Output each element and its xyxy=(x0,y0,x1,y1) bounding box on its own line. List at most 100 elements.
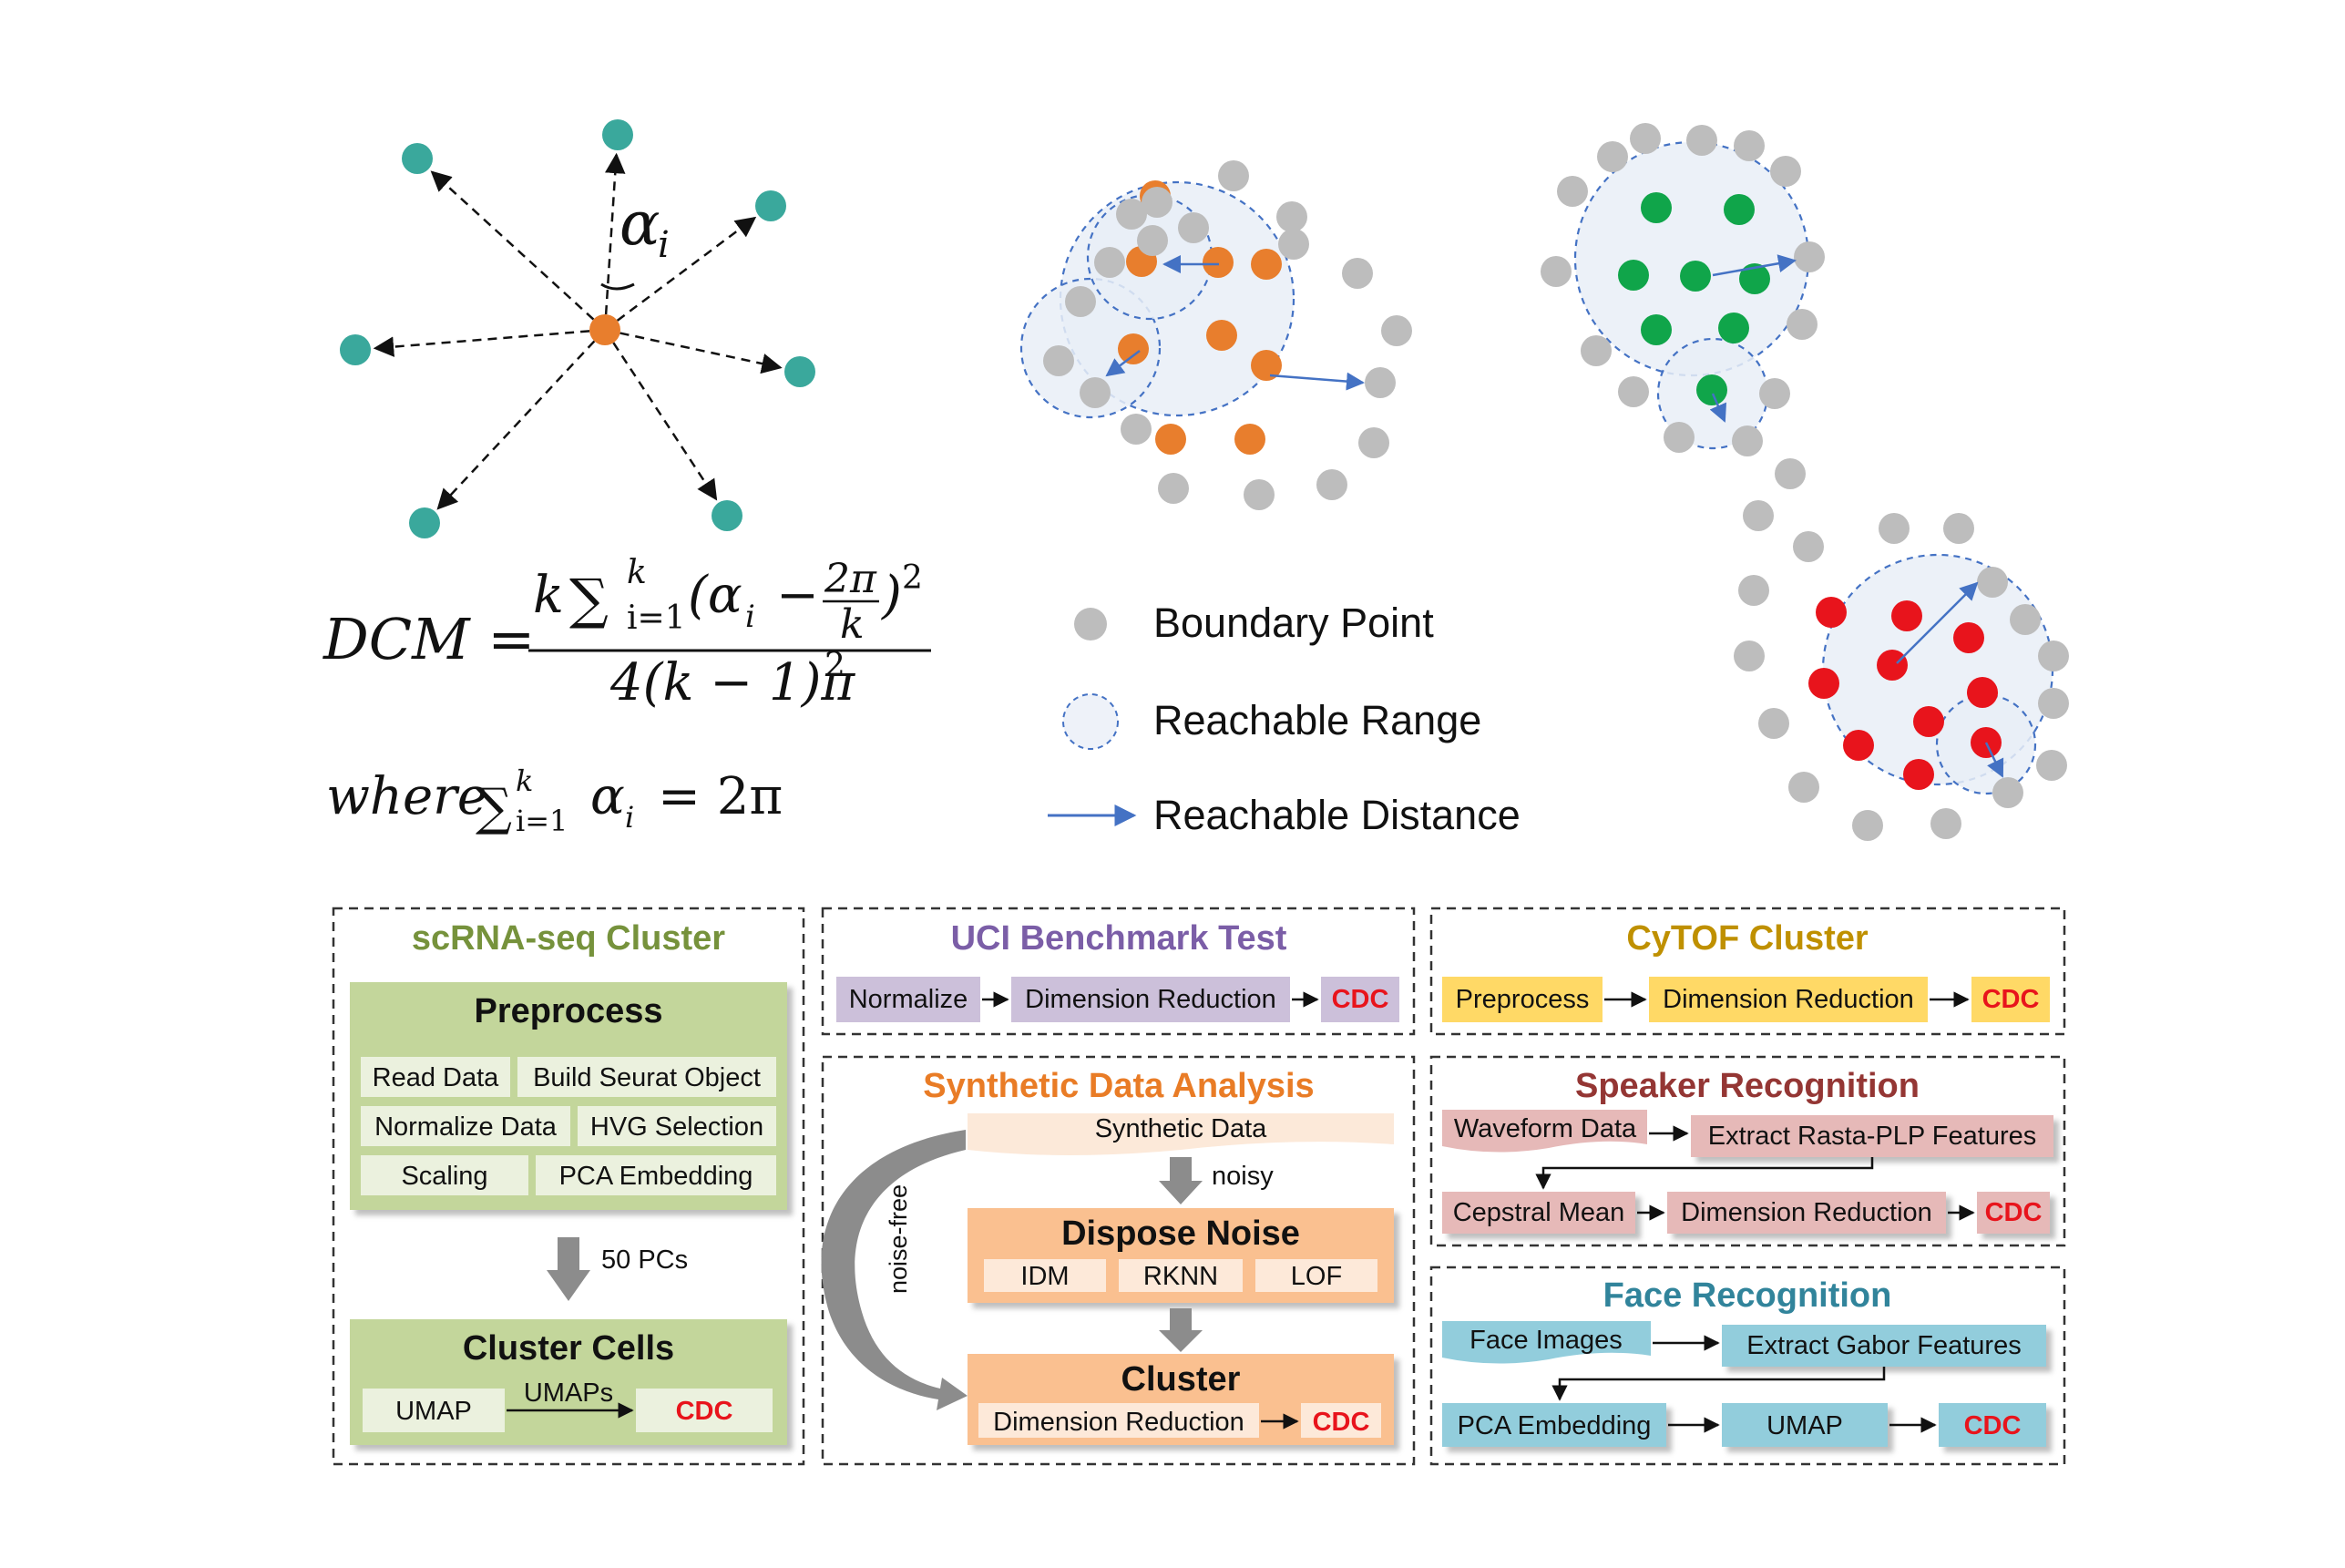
face-cdc-label: CDC xyxy=(1964,1411,2022,1440)
item-read-data xyxy=(361,1057,510,1097)
formula-sum-sup: k xyxy=(627,554,647,591)
orange-boundary-point-17 xyxy=(1276,201,1307,232)
star-neighbor-point-3 xyxy=(784,356,815,387)
where-alpha: α xyxy=(590,767,625,826)
red-point-7 xyxy=(1843,730,1874,761)
noisy-down-arrow xyxy=(1159,1157,1203,1204)
method-rknn-label: RKNN xyxy=(1143,1262,1218,1291)
orange-point-2 xyxy=(1203,247,1234,278)
cdc-label-scrna: CDC xyxy=(676,1397,733,1426)
where-rhs: = 2π xyxy=(658,767,783,826)
green-reach-arrow-1 xyxy=(1712,254,1797,277)
orange-point-5 xyxy=(1206,320,1237,351)
synthetic-data-shape xyxy=(968,1113,1394,1155)
orange-point-7 xyxy=(1155,424,1186,455)
cytof-dimred-label: Dimension Reduction xyxy=(1663,985,1914,1014)
item-hvg-selection-label: HVG Selection xyxy=(590,1112,763,1142)
dcm-formula: DCM = k ∑ k i=1 (α i − 2π k ) 2 4(k − 1)… xyxy=(323,554,931,838)
red-point-6 xyxy=(1967,677,1998,708)
panel-scrna-border xyxy=(332,907,805,1466)
panel-scrna-title: scRNA-seq Cluster xyxy=(412,919,725,958)
synthetic-data-label: Synthetic Data xyxy=(1095,1114,1267,1143)
uci-normalize-label: Normalize xyxy=(849,985,968,1014)
cytof-preprocess-box xyxy=(1442,977,1603,1022)
formula-alpha-term: (α xyxy=(688,566,742,625)
item-scaling xyxy=(361,1155,528,1195)
face-images-label: Face Images xyxy=(1469,1326,1623,1355)
green-boundary-point-7 xyxy=(1664,422,1695,453)
orange-boundary-point-3 xyxy=(1342,258,1373,289)
formula-sum-sub: i=1 xyxy=(627,600,686,637)
green-boundary-point-11 xyxy=(1557,176,1588,207)
cytof-dimred-box xyxy=(1649,977,1928,1022)
speaker-elbow-arrow xyxy=(1535,1157,1874,1190)
item-read-data-label: Read Data xyxy=(373,1063,500,1092)
application-panels: scRNA-seq Cluster Preprocess Read Data B… xyxy=(332,907,2066,1466)
orange-boundary-point-5 xyxy=(1365,367,1396,398)
red-boundary-point-11 xyxy=(1788,772,1819,803)
legend-boundary-marker xyxy=(1074,608,1107,641)
green-boundary-point-5 xyxy=(1759,378,1790,409)
orange-point-3 xyxy=(1251,249,1282,280)
noise-free-label: noise-free xyxy=(885,1184,912,1294)
orange-boundary-point-12 xyxy=(1043,345,1074,376)
face-umap-box xyxy=(1722,1403,1888,1447)
uci-cdc-box xyxy=(1321,977,1399,1022)
panel-face-title: Face Recognition xyxy=(1603,1276,1892,1315)
item-hvg-selection xyxy=(578,1106,776,1146)
red-point-8 xyxy=(1903,759,1934,790)
green-boundary-point-4 xyxy=(1787,309,1818,340)
legend-distance-label: Reachable Distance xyxy=(1153,792,1521,838)
red-boundary-point-8 xyxy=(1992,777,2023,808)
noise-free-curved-arrow xyxy=(821,1130,968,1410)
where-sum-sub: i=1 xyxy=(516,804,568,838)
star-neighbor-point-2 xyxy=(755,190,786,221)
noisy-label: noisy xyxy=(1212,1162,1274,1191)
panel-speaker-border xyxy=(1429,1055,2066,1247)
star-arrow-4 xyxy=(603,329,718,501)
cytof-preprocess-label: Preprocess xyxy=(1456,985,1590,1014)
green-point-5 xyxy=(1641,314,1672,345)
orange-boundary-point-8 xyxy=(1244,479,1275,510)
panel-synthetic-border xyxy=(821,1055,1416,1466)
angle-arc xyxy=(600,282,635,291)
star-neighbor-point-5 xyxy=(409,507,440,538)
speaker-cdc-box xyxy=(1977,1192,2050,1234)
green-point-7 xyxy=(1696,374,1727,405)
green-boundary-point-6 xyxy=(1732,425,1763,456)
red-boundary-point-4 xyxy=(1977,567,2008,598)
item-scaling-label: Scaling xyxy=(401,1162,487,1191)
orange-boundary-point-2 xyxy=(1278,229,1309,260)
alpha-subscript: i xyxy=(658,224,670,266)
panel-cytof-title: CyTOF Cluster xyxy=(1626,919,1869,958)
red-boundary-point-12 xyxy=(1758,708,1789,739)
formula-den-power: 2 xyxy=(824,647,845,684)
synthetic-dimred-label: Dimension Reduction xyxy=(993,1408,1244,1437)
item-build-seurat xyxy=(517,1057,776,1097)
alpha-symbol: α xyxy=(620,189,660,259)
green-point-4 xyxy=(1739,263,1770,294)
formula-where: where xyxy=(326,767,487,826)
red-point-1 xyxy=(1891,600,1922,631)
green-boundary-point-9 xyxy=(1581,335,1612,366)
speaker-cdc-label: CDC xyxy=(1985,1198,2043,1227)
synthetic-cdc-box xyxy=(1301,1403,1381,1438)
method-rknn-box xyxy=(1119,1259,1243,1292)
item-pca-embedding xyxy=(536,1155,776,1195)
red-boundary-point-14 xyxy=(1738,575,1769,606)
down-arrow-50pcs xyxy=(547,1237,590,1301)
uci-normalize-box xyxy=(836,977,980,1022)
green-boundary-point-2 xyxy=(1770,156,1801,187)
formula-minus: − xyxy=(776,566,819,625)
green-boundary-point-12 xyxy=(1597,141,1628,172)
green-point-0 xyxy=(1641,192,1672,223)
speaker-dimred-box xyxy=(1667,1192,1946,1234)
star-arrow-3 xyxy=(604,328,783,374)
panel-uci-title: UCI Benchmark Test xyxy=(951,919,1287,958)
green-point-6 xyxy=(1718,313,1749,343)
legend-range-label: Reachable Range xyxy=(1153,697,1481,743)
item-build-seurat-label: Build Seurat Object xyxy=(533,1063,761,1092)
cluster-cells-title: Cluster Cells xyxy=(463,1329,674,1368)
orange-boundary-point-18 xyxy=(1116,199,1147,230)
waveform-data-shape xyxy=(1442,1110,1647,1153)
